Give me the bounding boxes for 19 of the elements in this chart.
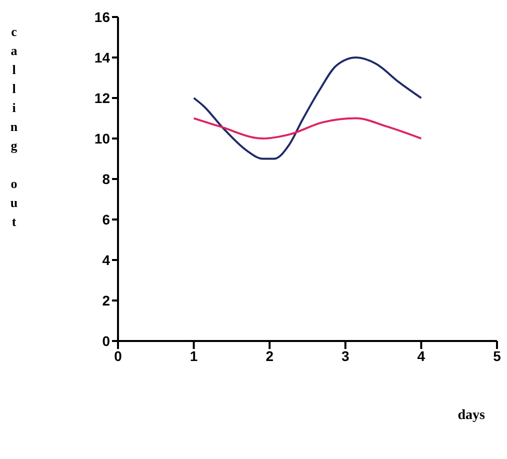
text: calling out xyxy=(10,24,18,229)
y-tick-label: 0 xyxy=(102,332,110,349)
line-series xyxy=(192,56,422,160)
y-tick-label: 16 xyxy=(94,8,110,25)
x-tick-label: 5 xyxy=(493,348,502,364)
x-tick-label: 0 xyxy=(114,348,122,364)
y-tick-label: 12 xyxy=(94,90,110,106)
y-tick-label: 10 xyxy=(94,130,110,146)
y-tick-label: 2 xyxy=(102,292,110,308)
x-tick-label: 2 xyxy=(266,348,274,364)
x-tick-label: 4 xyxy=(417,348,426,364)
x-tick-label: 3 xyxy=(342,348,350,364)
y-tick-label: 14 xyxy=(94,49,110,66)
line-series xyxy=(192,117,422,140)
y-tick-label: 8 xyxy=(102,170,110,187)
x-axis-title: days xyxy=(458,408,486,423)
y-tick-label: 6 xyxy=(102,211,110,228)
y-tick-label: 4 xyxy=(102,252,110,268)
x-tick-label: 1 xyxy=(190,348,198,364)
